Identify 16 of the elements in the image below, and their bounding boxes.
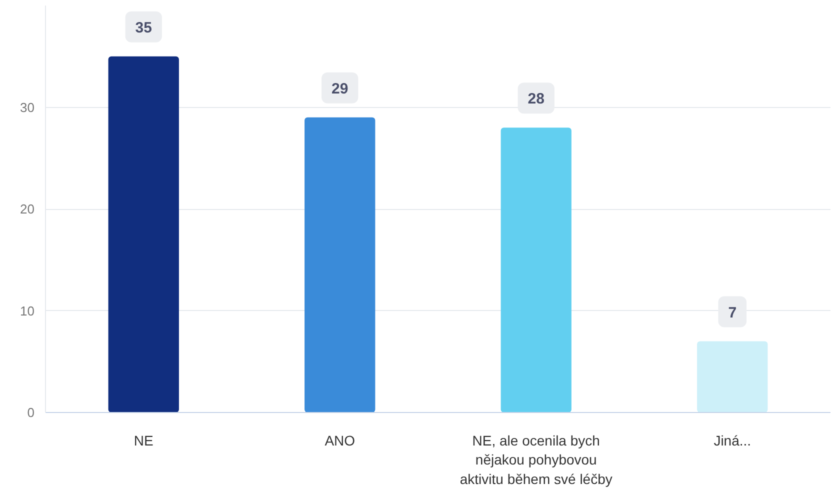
x-tick-label: NE, ale ocenila bych nějakou pohybovou aktivitu během své léčby	[460, 432, 612, 487]
y-tick-label: 20	[20, 202, 35, 216]
data-label: 28	[528, 90, 544, 108]
bar	[500, 128, 572, 412]
y-tick-label: 0	[27, 405, 35, 420]
bar	[304, 117, 376, 412]
data-label: 35	[135, 19, 152, 36]
y-tick-label: 30	[20, 100, 35, 115]
bar	[108, 56, 179, 412]
y-tick-label: 10	[20, 303, 35, 318]
x-tick-label: NE	[134, 432, 154, 448]
data-label: 29	[332, 80, 348, 98]
x-tick-label: Jiná...	[714, 432, 752, 448]
bar	[697, 341, 768, 412]
data-label: 7	[728, 304, 737, 322]
x-tick-label: ANO	[324, 432, 356, 448]
